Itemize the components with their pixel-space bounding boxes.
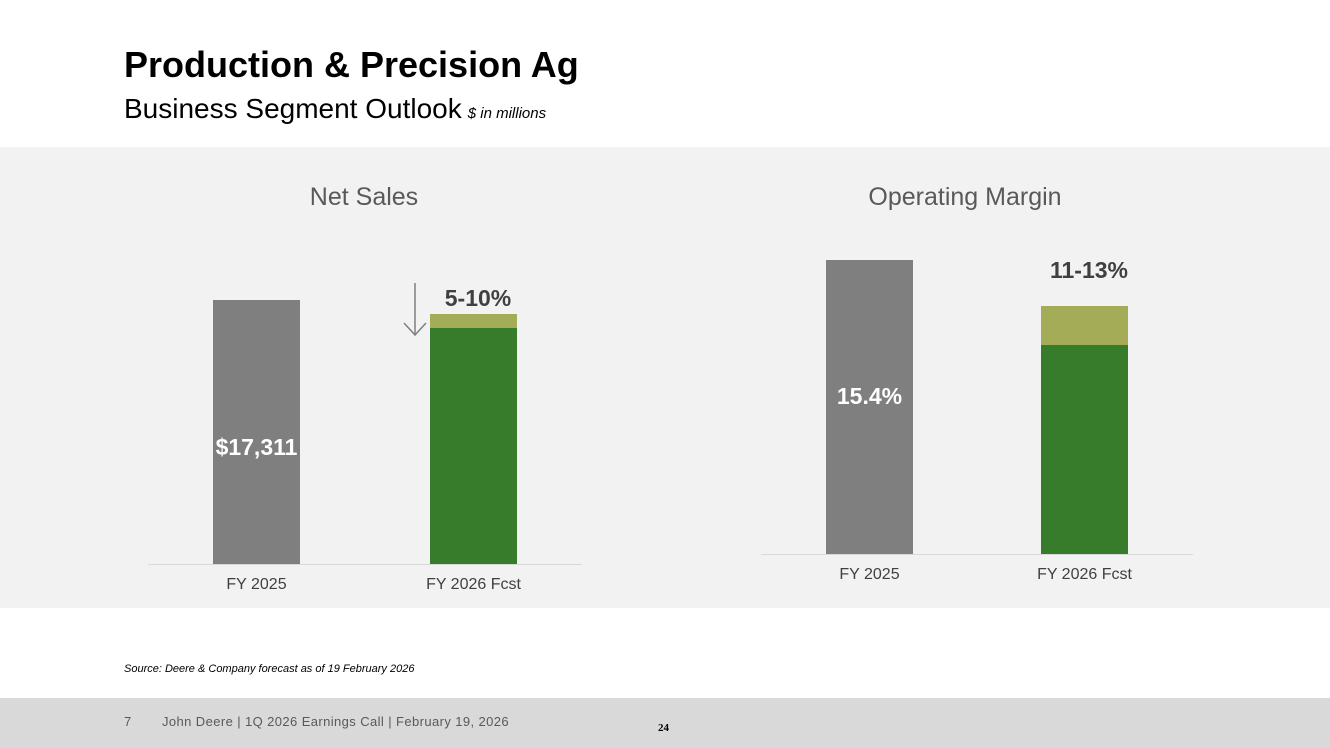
slide-subtitle: Business Segment Outlook $ in millions	[124, 93, 546, 125]
subtitle-text: Business Segment Outlook	[124, 93, 462, 124]
net-sales-bar-fy2025	[213, 300, 300, 565]
footer-bar: 7 John Deere | 1Q 2026 Earnings Call | F…	[0, 698, 1330, 748]
footer-text: John Deere | 1Q 2026 Earnings Call | Feb…	[162, 714, 510, 729]
op-margin-bar-fy2025	[826, 260, 913, 555]
net-sales-x-axis	[148, 564, 582, 565]
net-sales-value-label-fy2025: $17,311	[215, 434, 298, 460]
net-sales-tick-fy2026: FY 2026 Fcst	[426, 576, 521, 593]
op-margin-tick-fy2025: FY 2025	[839, 566, 900, 583]
slide-number: 24	[658, 722, 669, 734]
operating-margin-chart-title: Operating Margin	[868, 183, 1062, 211]
op-margin-bar-fy2026	[1041, 345, 1128, 555]
chart-panel	[0, 147, 1330, 608]
slide-title: Production & Precision Ag	[124, 44, 579, 85]
source-note: Source: Deere & Company forecast as of 1…	[124, 663, 415, 675]
op-margin-range-bar-fy2026	[1041, 306, 1128, 345]
op-margin-tick-fy2026: FY 2026 Fcst	[1037, 566, 1132, 583]
op-margin-range-label: 11-13%	[1049, 257, 1128, 283]
op-margin-x-axis	[761, 554, 1193, 555]
units-note: $ in millions	[467, 105, 547, 122]
net-sales-tick-fy2025: FY 2025	[226, 576, 287, 593]
down-arrow-icon	[403, 283, 427, 337]
net-sales-bar-fy2026	[430, 328, 517, 565]
net-sales-chart-title: Net Sales	[309, 183, 419, 211]
net-sales-range-bar-fy2026	[430, 314, 517, 328]
footer-page-number: 7	[124, 714, 132, 729]
op-margin-value-label-fy2025: 15.4%	[836, 383, 903, 409]
net-sales-change-label: 5-10%	[444, 285, 512, 311]
